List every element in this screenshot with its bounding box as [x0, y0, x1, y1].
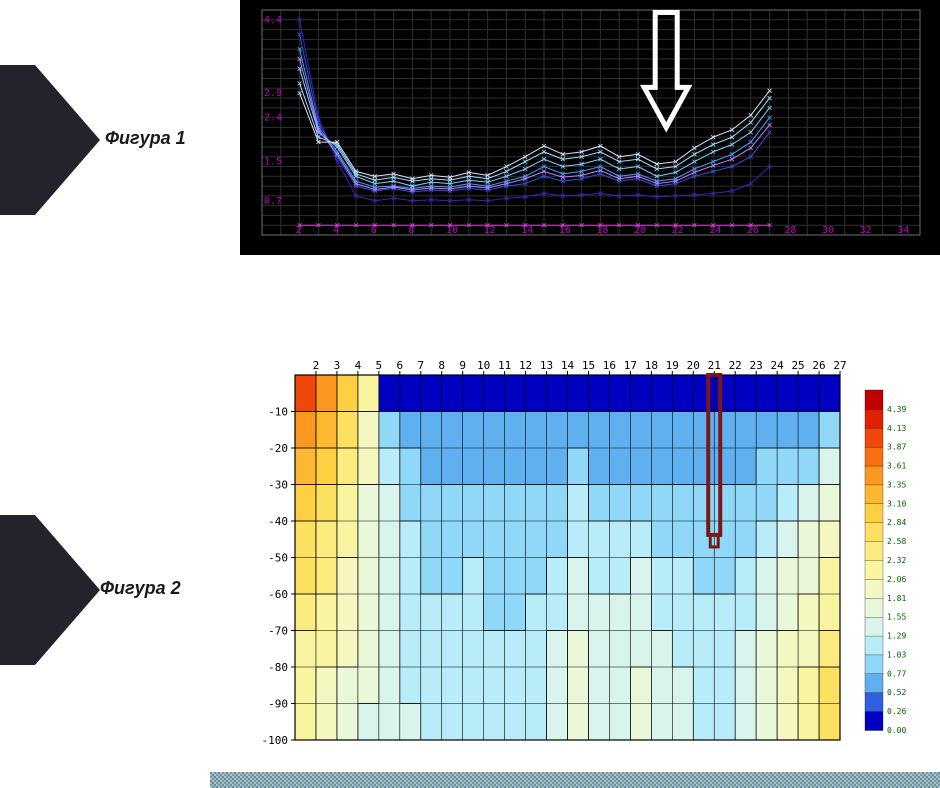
svg-text:14: 14 — [561, 359, 575, 372]
svg-text:21: 21 — [708, 359, 721, 372]
figure-1-label: Фигура 1 — [105, 128, 186, 149]
page: Фигура 1 Фигура 2 0.71.52.42.94.42468101… — [0, 0, 940, 788]
svg-text:26: 26 — [812, 359, 825, 372]
svg-text:-40: -40 — [268, 515, 288, 528]
svg-text:19: 19 — [666, 359, 679, 372]
svg-text:-30: -30 — [268, 479, 288, 492]
svg-text:3.87: 3.87 — [887, 443, 906, 452]
svg-text:10: 10 — [446, 225, 458, 236]
chevron-shape — [0, 515, 100, 665]
svg-text:6: 6 — [396, 359, 403, 372]
svg-text:26: 26 — [747, 225, 759, 236]
svg-text:0.52: 0.52 — [887, 688, 906, 697]
svg-text:-50: -50 — [268, 552, 288, 565]
heatmap-panel: 2345678910111213141516171819202122232425… — [245, 355, 925, 755]
svg-text:18: 18 — [645, 359, 658, 372]
svg-text:2.9: 2.9 — [264, 88, 282, 99]
svg-text:15: 15 — [582, 359, 595, 372]
line-chart-panel: 0.71.52.42.94.42468101214161820222426283… — [240, 0, 940, 255]
figure-2-label: Фигура 2 — [100, 578, 181, 599]
svg-text:4.13: 4.13 — [887, 424, 906, 433]
svg-text:5: 5 — [376, 359, 383, 372]
svg-text:18: 18 — [596, 225, 608, 236]
svg-text:28: 28 — [784, 225, 796, 236]
svg-text:4: 4 — [355, 359, 362, 372]
svg-text:12: 12 — [484, 225, 496, 236]
svg-text:34: 34 — [897, 225, 909, 236]
chevron-figure-1 — [0, 65, 110, 215]
noise-strip — [210, 772, 940, 788]
svg-text:27: 27 — [833, 359, 846, 372]
svg-text:25: 25 — [791, 359, 804, 372]
svg-text:16: 16 — [559, 225, 571, 236]
svg-text:16: 16 — [603, 359, 616, 372]
heatmap-svg: 2345678910111213141516171819202122232425… — [245, 355, 925, 755]
svg-text:23: 23 — [750, 359, 763, 372]
svg-text:1.29: 1.29 — [887, 632, 906, 641]
svg-text:0.77: 0.77 — [887, 669, 906, 678]
chevron-shape — [0, 65, 100, 215]
svg-text:2.4: 2.4 — [264, 113, 282, 124]
svg-text:20: 20 — [634, 225, 646, 236]
svg-text:-20: -20 — [268, 442, 288, 455]
svg-text:8: 8 — [438, 359, 445, 372]
svg-text:-10: -10 — [268, 406, 288, 419]
svg-text:22: 22 — [672, 225, 684, 236]
svg-text:4.4: 4.4 — [264, 15, 282, 26]
svg-text:2.58: 2.58 — [887, 537, 906, 546]
svg-text:0.7: 0.7 — [264, 196, 282, 207]
svg-text:2: 2 — [313, 359, 320, 372]
svg-text:2.06: 2.06 — [887, 575, 906, 584]
svg-text:32: 32 — [860, 225, 872, 236]
svg-text:1.03: 1.03 — [887, 650, 906, 659]
svg-text:2.84: 2.84 — [887, 518, 906, 527]
svg-text:14: 14 — [521, 225, 533, 236]
svg-text:-90: -90 — [268, 698, 288, 711]
svg-text:2.32: 2.32 — [887, 556, 906, 565]
svg-text:-80: -80 — [268, 661, 288, 674]
svg-text:3.61: 3.61 — [887, 462, 906, 471]
svg-text:10: 10 — [477, 359, 490, 372]
svg-text:3.10: 3.10 — [887, 499, 906, 508]
svg-text:13: 13 — [540, 359, 553, 372]
svg-text:-60: -60 — [268, 588, 288, 601]
svg-text:1.5: 1.5 — [264, 157, 282, 168]
svg-text:11: 11 — [498, 359, 511, 372]
svg-text:12: 12 — [519, 359, 532, 372]
svg-text:9: 9 — [459, 359, 466, 372]
chevron-figure-2 — [0, 515, 110, 665]
svg-text:24: 24 — [709, 225, 721, 236]
svg-text:4.39: 4.39 — [887, 405, 906, 414]
svg-text:-100: -100 — [262, 734, 289, 747]
line-chart-svg: 0.71.52.42.94.42468101214161820222426283… — [240, 0, 940, 255]
svg-text:24: 24 — [770, 359, 784, 372]
svg-text:0.00: 0.00 — [887, 726, 906, 735]
svg-text:3.35: 3.35 — [887, 480, 906, 489]
svg-text:-70: -70 — [268, 625, 288, 638]
svg-text:22: 22 — [729, 359, 742, 372]
svg-text:0.26: 0.26 — [887, 707, 906, 716]
svg-text:7: 7 — [417, 359, 424, 372]
svg-text:1.55: 1.55 — [887, 613, 906, 622]
svg-text:3: 3 — [334, 359, 341, 372]
svg-text:30: 30 — [822, 225, 834, 236]
svg-text:17: 17 — [624, 359, 637, 372]
svg-text:1.81: 1.81 — [887, 594, 906, 603]
svg-text:20: 20 — [687, 359, 700, 372]
